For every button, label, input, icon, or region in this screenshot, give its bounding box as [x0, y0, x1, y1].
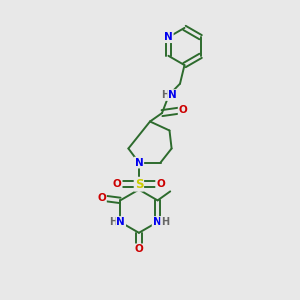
- Text: O: O: [156, 179, 165, 189]
- Text: N: N: [134, 158, 143, 168]
- Text: N: N: [116, 217, 125, 227]
- Text: N: N: [153, 217, 161, 227]
- Text: N: N: [164, 32, 173, 42]
- Text: H: H: [161, 90, 169, 100]
- Text: N: N: [168, 90, 177, 100]
- Text: O: O: [134, 244, 143, 254]
- Text: S: S: [135, 178, 143, 191]
- Text: O: O: [113, 179, 122, 189]
- Text: O: O: [178, 105, 188, 115]
- Text: H: H: [109, 217, 117, 227]
- Text: O: O: [97, 193, 106, 203]
- Text: H: H: [161, 217, 169, 227]
